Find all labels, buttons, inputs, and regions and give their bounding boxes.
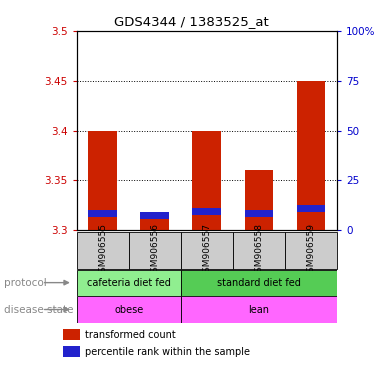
Bar [141,212,169,219]
Bar [88,131,117,230]
Text: cafeteria diet fed: cafeteria diet fed [87,278,170,288]
Text: protocol: protocol [4,278,47,288]
Bar [297,205,325,212]
Bar [193,209,221,215]
Bar [77,232,129,269]
Bar [141,215,169,230]
Bar [63,346,80,357]
Bar [129,232,181,269]
Bar [181,270,337,296]
Text: standard diet fed: standard diet fed [217,278,301,288]
Bar [193,131,221,230]
Text: disease state: disease state [4,305,73,314]
Bar [233,232,285,269]
Text: percentile rank within the sample: percentile rank within the sample [85,347,250,357]
Text: GSM906555: GSM906555 [98,223,107,278]
Bar [181,232,233,269]
Bar [88,210,117,217]
Bar [245,170,273,230]
Text: obese: obese [114,305,143,314]
Bar [285,232,337,269]
Bar [297,81,325,230]
Bar [181,296,337,323]
Text: GSM906559: GSM906559 [306,223,316,278]
Text: GSM906558: GSM906558 [254,223,264,278]
Bar [245,210,273,217]
Text: GDS4344 / 1383525_at: GDS4344 / 1383525_at [114,15,269,28]
Bar [77,270,181,296]
Text: GSM906556: GSM906556 [150,223,159,278]
Text: lean: lean [249,305,269,314]
Text: GSM906557: GSM906557 [202,223,211,278]
Text: transformed count: transformed count [85,329,176,339]
Bar [77,296,181,323]
Bar [63,329,80,340]
